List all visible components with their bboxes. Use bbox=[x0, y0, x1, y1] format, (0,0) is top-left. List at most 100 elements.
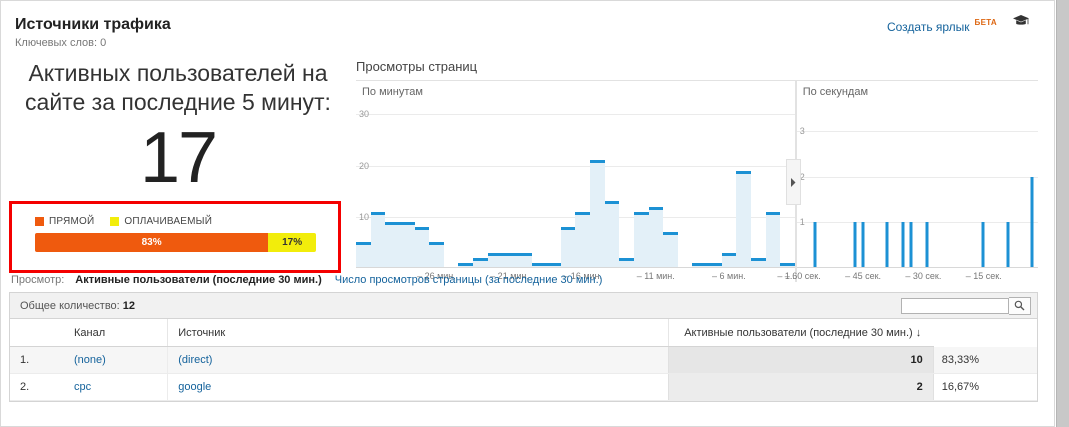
chart-bar-cap bbox=[429, 242, 444, 246]
chart-bar[interactable] bbox=[429, 242, 444, 268]
search-input[interactable] bbox=[901, 297, 1009, 314]
chart-bar[interactable] bbox=[370, 211, 386, 268]
chart-bar[interactable] bbox=[1006, 104, 1010, 268]
chart-bar[interactable] bbox=[516, 252, 532, 268]
chart-ytick-label: 10 bbox=[359, 211, 370, 222]
chart-bar-cap bbox=[370, 211, 386, 215]
chart-bar[interactable] bbox=[560, 227, 576, 268]
chart-bar[interactable] bbox=[707, 262, 722, 268]
chart-bar[interactable] bbox=[925, 104, 929, 268]
chart-bar[interactable] bbox=[648, 206, 664, 268]
highlight-box bbox=[9, 201, 341, 273]
chart-bar[interactable] bbox=[765, 211, 781, 268]
chart-xtick-label: – 16 мин. bbox=[563, 271, 603, 281]
active-users-summary: Активных пользователей на сайте за после… bbox=[13, 59, 343, 197]
chart-bar[interactable] bbox=[399, 221, 415, 268]
chart-bar[interactable] bbox=[356, 242, 371, 268]
col-channel[interactable]: Канал bbox=[64, 319, 168, 347]
chart-bar-stem bbox=[981, 222, 985, 268]
channel-link[interactable]: cpc bbox=[74, 381, 92, 393]
chart-bar-cap bbox=[736, 170, 751, 174]
table-search bbox=[901, 296, 1031, 315]
source-link[interactable]: (direct) bbox=[178, 354, 213, 366]
chart-bar[interactable] bbox=[619, 257, 634, 268]
chart-bar[interactable] bbox=[531, 262, 547, 268]
chart-bar[interactable] bbox=[487, 252, 503, 268]
active-users-caption: Активных пользователей на сайте за после… bbox=[25, 60, 331, 115]
chart-bar[interactable] bbox=[780, 262, 795, 268]
chart-bar[interactable] bbox=[909, 104, 913, 268]
table-body: 1. (none) (direct) 10 83,33% 2. cpc google 2 16,6… bbox=[10, 346, 1037, 401]
keywords-count: Ключевых слов: 0 bbox=[15, 37, 107, 49]
traffic-type-legend: ПРЯМОЙ ОПЛАЧИВАЕМЫЙ bbox=[35, 216, 212, 227]
chart-bar-cap bbox=[765, 211, 781, 215]
create-shortcut-link[interactable]: Создать ярлык bbox=[886, 19, 970, 34]
channel-link[interactable]: (none) bbox=[74, 354, 106, 366]
chart-bar[interactable] bbox=[1030, 104, 1034, 268]
chart-bar[interactable] bbox=[473, 257, 488, 268]
view-tab-pageviews[interactable]: Число просмотров страницы (за последние … bbox=[334, 274, 603, 286]
chart-bar[interactable] bbox=[604, 201, 620, 268]
page-title: Источники трафика bbox=[15, 16, 171, 33]
chart-seconds-plot: 1 2 3 – 60 сек. – 45 сек. – 30 сек. – 15 сек. bbox=[785, 104, 1038, 282]
chart-bar[interactable] bbox=[885, 104, 889, 268]
cell-channel: cpc bbox=[64, 373, 168, 401]
cell-active-users: 2 bbox=[668, 373, 934, 401]
chart-bar-stem bbox=[1006, 222, 1010, 268]
chart-bar[interactable] bbox=[813, 104, 817, 268]
chart-bar[interactable] bbox=[575, 211, 590, 268]
chart-bar[interactable] bbox=[981, 104, 985, 268]
chart-minutes-plot: 10 20 30 – 26 мин. – 21 мин. – 16 мин. – 11 м… bbox=[356, 104, 797, 282]
col-index bbox=[10, 319, 64, 347]
chart-bar[interactable] bbox=[385, 221, 400, 268]
chart-bar[interactable] bbox=[861, 104, 865, 268]
ratio-segment-direct[interactable]: 83% bbox=[35, 233, 269, 252]
chart-gridline bbox=[356, 216, 795, 218]
chart-xtick-label: – 60 сек. bbox=[784, 271, 821, 281]
chart-bar-stem bbox=[853, 222, 857, 268]
chart-minutes-label: По минутам bbox=[362, 86, 423, 98]
chart-bar[interactable] bbox=[546, 262, 561, 268]
chart-bar[interactable] bbox=[750, 257, 766, 268]
chart-minutes-bars bbox=[356, 104, 795, 268]
table-row: 2. cpc google 2 16,67% bbox=[10, 373, 1037, 401]
chart-ytick-label: 1 bbox=[799, 217, 805, 228]
chart-bar[interactable] bbox=[502, 252, 517, 268]
chart-bar-cap bbox=[458, 262, 473, 266]
search-icon[interactable] bbox=[1009, 296, 1031, 315]
cell-index: 1. bbox=[10, 346, 64, 374]
traffic-sources-table: Общее количество: 12 bbox=[9, 292, 1038, 402]
view-tab-active-users[interactable]: Активные пользователи (последние 30 мин.… bbox=[73, 274, 323, 297]
chart-bar[interactable] bbox=[1034, 104, 1038, 268]
chart-xtick-label: – 30 сек. bbox=[905, 271, 942, 281]
chart-xtick-label: – 26 мин. bbox=[417, 271, 456, 281]
chart-bar[interactable] bbox=[458, 262, 473, 268]
source-link[interactable]: google bbox=[178, 381, 212, 393]
chart-bar-cap bbox=[516, 252, 532, 256]
chart-bar[interactable] bbox=[414, 227, 430, 268]
col-active-users[interactable]: Активные пользователи (последние 30 мин.… bbox=[668, 319, 934, 347]
cell-percent: 16,67% bbox=[932, 373, 1037, 401]
chart-seconds-axis-line bbox=[796, 267, 1038, 268]
chart-bar[interactable] bbox=[663, 232, 678, 268]
chart-bar-cap bbox=[414, 227, 430, 230]
col-source[interactable]: Источник bbox=[167, 319, 669, 347]
chart-bar[interactable] bbox=[736, 170, 751, 268]
page-header: Источники трафика Ключевых слов: 0 bbox=[15, 15, 171, 50]
chart-bar[interactable] bbox=[633, 211, 649, 268]
chart-ytick-label: 2 bbox=[799, 171, 805, 182]
chart-bar-stem bbox=[861, 222, 865, 268]
chart-bar[interactable] bbox=[590, 160, 605, 268]
chart-pane-seconds: По секундам 1 2 3 – 60 сек. – 45 сек. – 30 с… bbox=[785, 81, 1038, 282]
chart-bar[interactable] bbox=[853, 104, 857, 268]
chart-xtick-label: – 6 мин. bbox=[712, 271, 746, 281]
chevron-right-icon[interactable] bbox=[785, 159, 801, 205]
chart-bar[interactable] bbox=[901, 104, 905, 268]
chart-bar-cap bbox=[560, 227, 576, 230]
col-active-users-label: Активные пользователи (последние 30 мин.… bbox=[684, 327, 913, 339]
chart-bar[interactable] bbox=[721, 252, 737, 268]
ratio-segment-paid[interactable]: 17% bbox=[268, 233, 316, 252]
graduation-cap-icon[interactable] bbox=[1012, 14, 1030, 33]
chart-bar[interactable] bbox=[692, 262, 707, 268]
